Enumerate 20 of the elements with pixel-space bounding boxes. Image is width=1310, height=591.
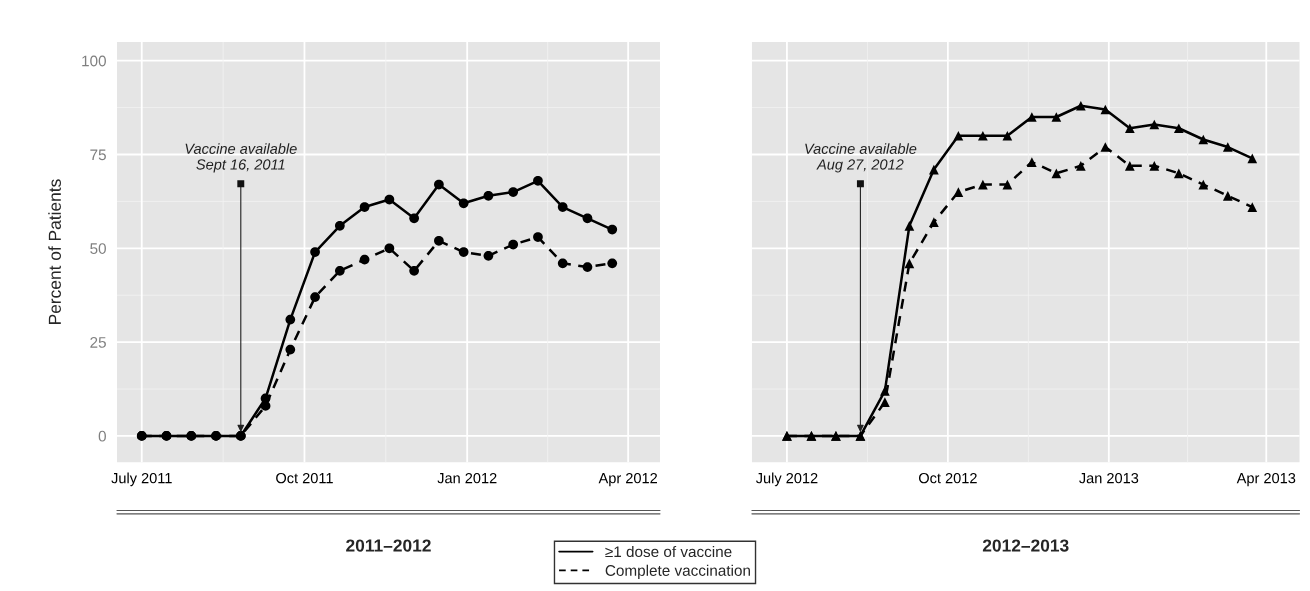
annotation: Vaccine available Sept 16, 2011 xyxy=(185,143,297,173)
x-tick-label: July 2011 xyxy=(111,472,172,487)
y-axis-title: Percent of Patients xyxy=(48,179,61,324)
y-tick-label: 0 xyxy=(98,430,106,442)
y-tick-label: 25 xyxy=(90,336,106,348)
y-tick-label: 75 xyxy=(90,149,106,161)
x-tick-label: July 2012 xyxy=(755,472,818,487)
x-tick-label: Oct 2012 xyxy=(918,472,977,484)
x-tick-label: Apr 2012 xyxy=(598,472,658,487)
annotation: Vaccine available Aug 27, 2012 xyxy=(805,143,917,173)
x-axis-title: 2011–2012 xyxy=(346,539,431,552)
legend-label: Complete vaccination xyxy=(605,564,750,579)
x-tick-label: Oct 2011 xyxy=(276,472,333,484)
x-axis-title: 2012–2013 xyxy=(982,539,1069,552)
x-tick-label: Apr 2013 xyxy=(1236,472,1296,487)
legend-label: ≥1 dose of vaccine xyxy=(605,545,732,558)
x-tick-label: Jan 2012 xyxy=(437,472,497,484)
x-tick-label: Jan 2013 xyxy=(1079,472,1139,484)
y-tick-label: 50 xyxy=(90,243,106,254)
y-tick-label: 100 xyxy=(82,55,106,67)
